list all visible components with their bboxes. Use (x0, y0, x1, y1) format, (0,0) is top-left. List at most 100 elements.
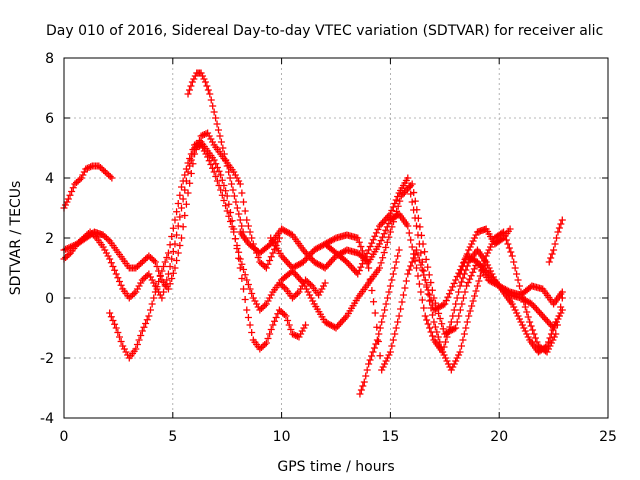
data-point (363, 260, 371, 268)
data-point (256, 258, 264, 266)
data-point (207, 135, 215, 143)
data-point (146, 273, 154, 281)
data-point (117, 281, 125, 289)
data-point (166, 280, 174, 288)
data-point (168, 233, 176, 240)
data-point (266, 257, 274, 264)
data-point (178, 183, 186, 191)
data-point (415, 256, 423, 264)
data-point (275, 306, 283, 314)
data-point (380, 230, 388, 238)
data-point (413, 222, 421, 230)
data-point (533, 305, 541, 313)
data-point (248, 234, 256, 242)
data-point (68, 188, 76, 195)
data-point (246, 285, 254, 293)
data-point (244, 281, 252, 288)
data-point (222, 156, 230, 164)
data-point (543, 317, 551, 325)
data-point (119, 342, 127, 350)
data-point (549, 336, 557, 344)
data-point (61, 201, 69, 209)
data-point (75, 239, 83, 246)
data-point (235, 248, 243, 256)
data-point (394, 252, 402, 260)
data-point (318, 285, 326, 293)
data-point (356, 390, 364, 398)
data-point (293, 272, 301, 280)
data-point (112, 324, 120, 332)
data-point (179, 195, 187, 203)
data-point (225, 168, 233, 176)
data-point (410, 189, 418, 197)
data-point (414, 272, 422, 280)
data-point (161, 258, 169, 266)
data-point (485, 264, 493, 272)
data-point (228, 217, 236, 225)
plot-frame (63, 57, 609, 419)
data-point (164, 249, 172, 257)
data-point (223, 162, 231, 170)
data-point (385, 233, 393, 241)
data-point (307, 294, 315, 302)
data-point (376, 324, 384, 332)
data-point (169, 224, 177, 232)
data-point (207, 161, 215, 168)
data-point (411, 197, 419, 205)
data-point (203, 82, 211, 90)
data-point (447, 286, 455, 294)
data-point (410, 254, 418, 262)
data-point (355, 267, 363, 275)
data-point (370, 298, 378, 306)
data-point (201, 78, 209, 86)
data-point (120, 345, 128, 353)
data-point (200, 131, 208, 138)
data-point (181, 186, 189, 194)
data-point (178, 234, 186, 242)
data-point (424, 320, 432, 328)
data-point (292, 291, 300, 299)
data-point (457, 278, 465, 286)
data-point (413, 264, 421, 272)
data-point (262, 300, 270, 308)
data-point (114, 274, 122, 282)
data-point (264, 335, 272, 342)
data-point (316, 288, 324, 296)
data-point (290, 269, 298, 277)
data-point (550, 333, 558, 341)
data-point (319, 282, 327, 290)
data-point (238, 260, 246, 268)
data-point (362, 372, 370, 380)
data-point (108, 174, 116, 182)
data-point (228, 180, 236, 188)
data-point (404, 222, 412, 230)
data-point (508, 300, 516, 308)
data-point (461, 288, 469, 296)
data-point (359, 382, 367, 390)
data-point (182, 200, 190, 208)
data-point (181, 171, 189, 179)
data-point (153, 283, 161, 291)
data-point (142, 255, 150, 263)
data-point (354, 234, 362, 242)
data-point (279, 282, 287, 290)
data-point (460, 258, 468, 266)
data-point (418, 296, 426, 304)
data-point (547, 254, 555, 262)
data-point (225, 200, 233, 208)
data-point (456, 270, 464, 278)
data-point (408, 243, 416, 251)
data-point (232, 198, 240, 206)
data-point (246, 228, 254, 236)
data-point (373, 336, 381, 344)
data-point (447, 366, 455, 374)
data-point (100, 167, 108, 174)
data-point (98, 165, 106, 173)
data-point (388, 342, 396, 350)
data-point (510, 258, 518, 266)
data-point (288, 330, 296, 338)
data-point (174, 200, 182, 207)
data-point (213, 120, 221, 128)
data-point (267, 291, 275, 299)
